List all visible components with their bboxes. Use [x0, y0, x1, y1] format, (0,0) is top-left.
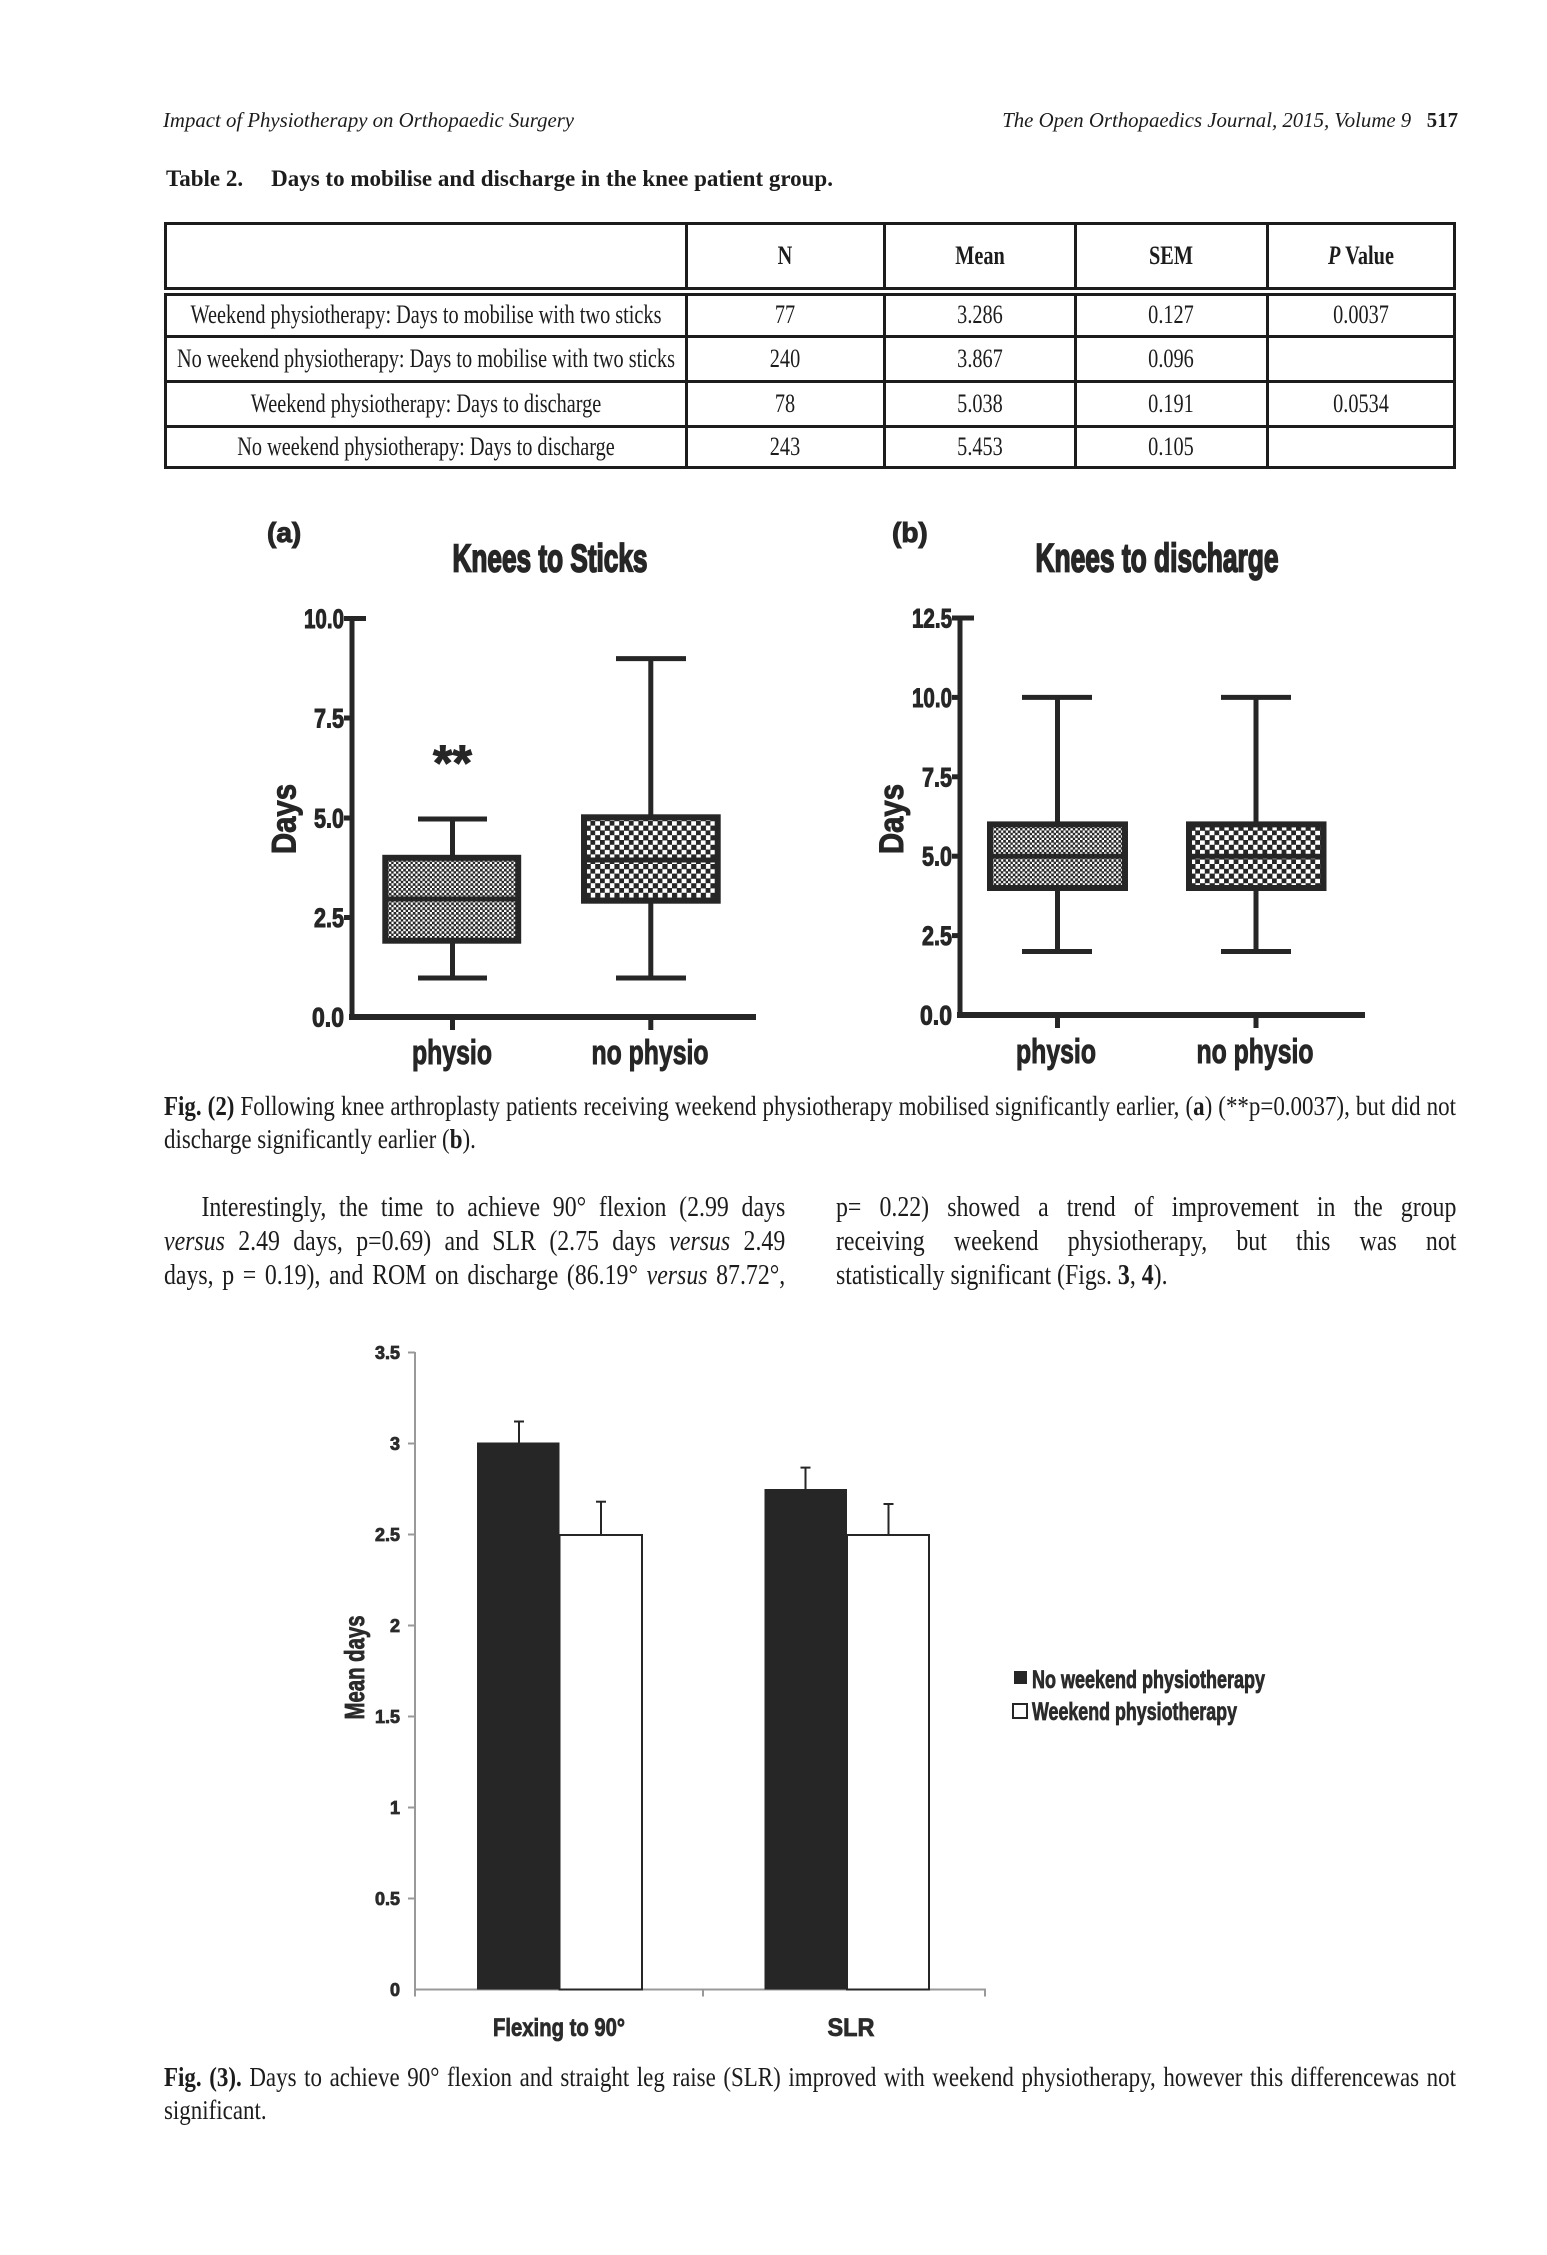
svg-text:Knees to Sticks: Knees to Sticks [453, 538, 648, 581]
svg-text:Days: Days [873, 784, 911, 854]
svg-text:0.5: 0.5 [375, 1889, 400, 1909]
svg-text:SLR: SLR [828, 2014, 875, 2042]
svg-text:5.0: 5.0 [314, 804, 344, 834]
svg-text:Weekend physiotherapy: Weekend physiotherapy [1032, 1698, 1237, 1726]
svg-text:0.0: 0.0 [920, 1001, 952, 1031]
svg-text:1.5: 1.5 [375, 1707, 400, 1727]
svg-text:Knees to discharge: Knees to discharge [1036, 537, 1279, 581]
svg-text:**: ** [433, 735, 472, 791]
svg-text:5.0: 5.0 [922, 842, 952, 872]
svg-text:3.5: 3.5 [375, 1343, 400, 1363]
svg-text:(a): (a) [267, 517, 301, 548]
svg-text:(b): (b) [892, 517, 928, 548]
svg-text:Mean days: Mean days [339, 1616, 370, 1720]
svg-text:no physio: no physio [592, 1034, 709, 1072]
svg-text:3: 3 [390, 1434, 400, 1454]
svg-text:Flexing to 90°: Flexing to 90° [493, 2014, 625, 2042]
svg-text:physio: physio [412, 1034, 492, 1072]
svg-text:0.0: 0.0 [312, 1003, 344, 1033]
svg-text:2.5: 2.5 [314, 903, 344, 933]
svg-text:10.0: 10.0 [912, 683, 952, 713]
svg-text:0: 0 [390, 1980, 400, 2000]
svg-text:No weekend physiotherapy: No weekend physiotherapy [1032, 1666, 1265, 1694]
svg-text:physio: physio [1016, 1033, 1096, 1071]
svg-text:2.5: 2.5 [375, 1525, 400, 1545]
svg-text:2.5: 2.5 [922, 921, 952, 951]
svg-text:10.0: 10.0 [304, 604, 344, 634]
svg-text:1: 1 [390, 1798, 400, 1818]
svg-text:7.5: 7.5 [922, 762, 952, 792]
svg-text:no physio: no physio [1197, 1033, 1314, 1071]
svg-text:7.5: 7.5 [314, 704, 344, 734]
svg-text:12.5: 12.5 [912, 604, 952, 634]
svg-text:Days: Days [266, 784, 304, 854]
svg-text:2: 2 [390, 1616, 400, 1636]
